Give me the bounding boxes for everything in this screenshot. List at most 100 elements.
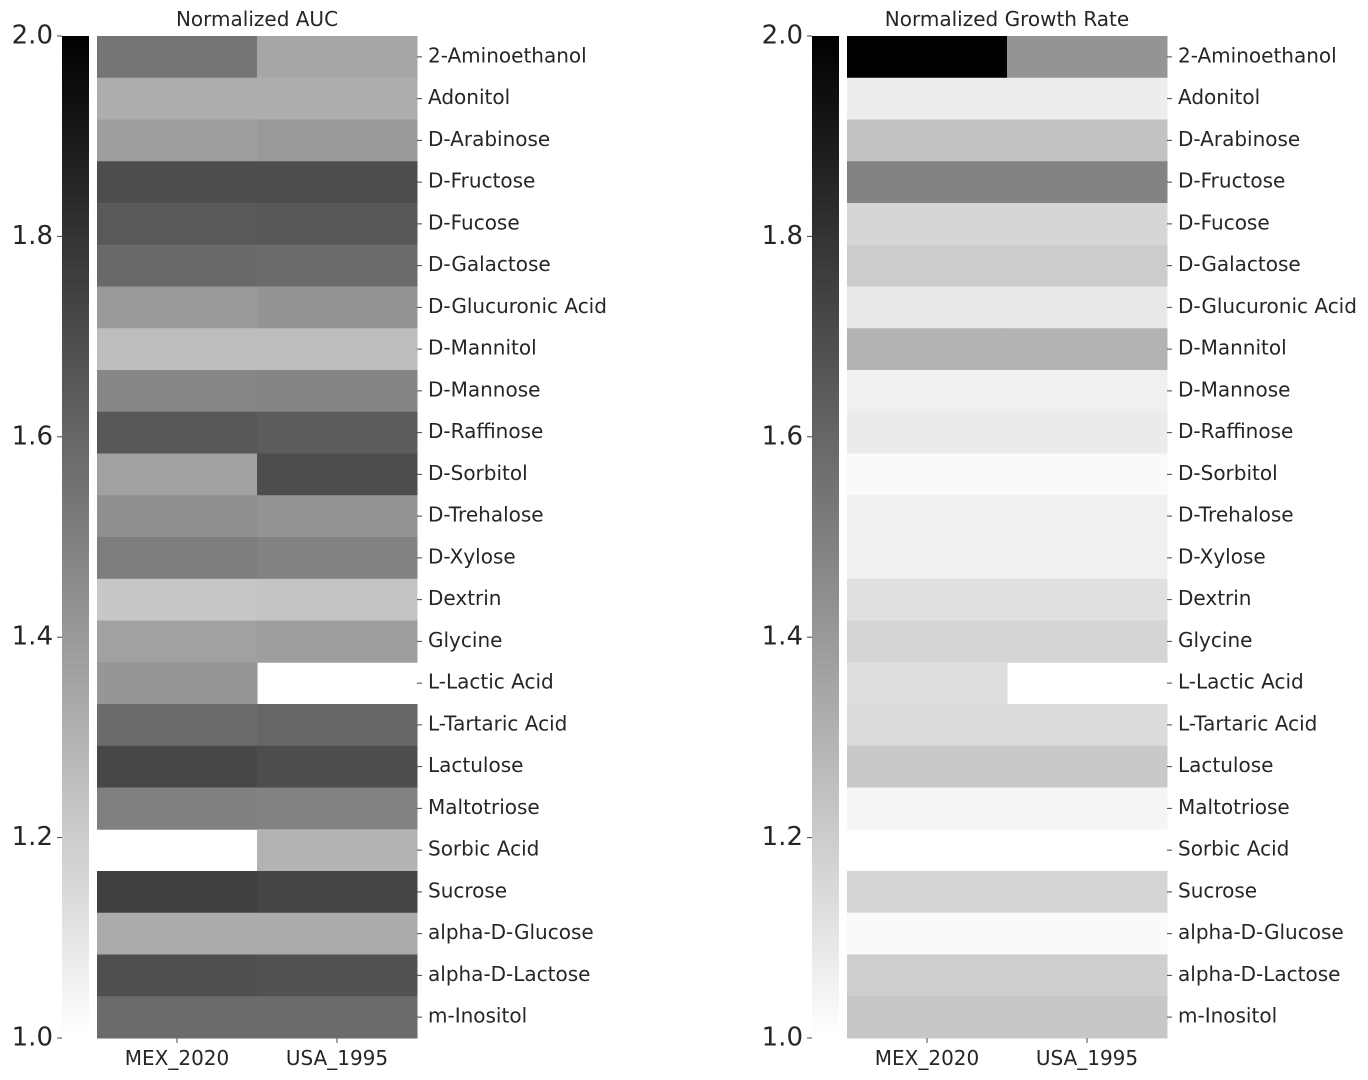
heatmap-cell bbox=[1007, 286, 1168, 329]
row-label: Maltotriose bbox=[1178, 795, 1290, 819]
heatmap-cell bbox=[257, 370, 418, 413]
heatmap-cell bbox=[847, 912, 1008, 955]
heatmap-cell bbox=[847, 787, 1008, 830]
heatmap-cell bbox=[97, 36, 258, 79]
heatmap-cell bbox=[847, 203, 1008, 246]
auc-heatmap-panel: Normalized AUC 2.0 1.8 1.6 1.4 1.2 1.0 2-Amin… bbox=[12, 7, 607, 1070]
growth-rate-heatmap-panel: Normalized Growth Rate 2.0 1.8 1.6 1.4 1.2 1.… bbox=[762, 7, 1357, 1070]
colorbar-tick-label: 2.0 bbox=[762, 21, 803, 51]
heatmap-cell bbox=[1007, 787, 1168, 830]
heatmap-cell bbox=[97, 578, 258, 621]
heatmap-cell bbox=[847, 411, 1008, 454]
row-label: 2-Aminoethanol bbox=[428, 43, 587, 67]
row-label: D-Mannitol bbox=[1178, 336, 1287, 360]
heatmap-cell bbox=[257, 537, 418, 580]
colorbar-tick-label: 1.6 bbox=[762, 421, 803, 451]
row-label: Sucrose bbox=[428, 878, 507, 902]
heatmap-cell bbox=[257, 36, 418, 79]
row-label: alpha-D-Lactose bbox=[428, 962, 590, 986]
heatmap-cell bbox=[257, 578, 418, 621]
row-label: D-Fructose bbox=[428, 169, 535, 193]
row-label: D-Sorbitol bbox=[428, 461, 528, 485]
colorbar-tick-label: 1.6 bbox=[12, 421, 53, 451]
heatmap-cell bbox=[257, 745, 418, 788]
heatmap-cell bbox=[847, 495, 1008, 538]
row-label: L-Lactic Acid bbox=[1178, 670, 1304, 694]
row-label: D-Xylose bbox=[428, 544, 516, 568]
heatmap-cell bbox=[847, 662, 1008, 705]
heatmap-cell bbox=[257, 954, 418, 997]
colorbar-tick-label: 2.0 bbox=[12, 21, 53, 51]
growth-rate-column-labels: MEX_2020 USA_1995 bbox=[875, 1038, 1138, 1070]
auc-column-labels: MEX_2020 USA_1995 bbox=[125, 1038, 388, 1070]
column-label: USA_1995 bbox=[286, 1046, 388, 1070]
colorbar-tick-label: 1.2 bbox=[762, 822, 803, 852]
row-label: D-Galactose bbox=[428, 252, 551, 276]
colorbar-tick-label: 1.0 bbox=[762, 1023, 803, 1053]
growth-rate-heatmap-cells bbox=[847, 36, 1168, 1039]
heatmap-cell bbox=[1007, 370, 1168, 413]
heatmap-cell bbox=[97, 203, 258, 246]
row-label: Adonitol bbox=[1178, 85, 1260, 109]
heatmap-cell bbox=[257, 453, 418, 496]
heatmap-cell bbox=[97, 871, 258, 914]
row-label: Sucrose bbox=[1178, 878, 1257, 902]
row-label: D-Mannose bbox=[1178, 377, 1290, 401]
heatmap-cell bbox=[1007, 954, 1168, 997]
row-label: m-Inositol bbox=[428, 1004, 527, 1028]
heatmap-cell bbox=[1007, 704, 1168, 747]
row-label: D-Sorbitol bbox=[1178, 461, 1278, 485]
row-label: Lactulose bbox=[428, 753, 523, 777]
colorbar-tick-label: 1.4 bbox=[12, 622, 53, 652]
heatmap-cell bbox=[97, 537, 258, 580]
heatmap-cell bbox=[1007, 77, 1168, 120]
heatmap-cell bbox=[847, 537, 1008, 580]
heatmap-cell bbox=[97, 745, 258, 788]
row-label: L-Tartaric Acid bbox=[1178, 711, 1317, 735]
heatmap-cell bbox=[1007, 453, 1168, 496]
heatmap-cell bbox=[257, 495, 418, 538]
heatmap-cell bbox=[1007, 871, 1168, 914]
heatmap-cell bbox=[257, 77, 418, 120]
heatmap-cell bbox=[97, 244, 258, 287]
row-label: D-Raffinose bbox=[428, 419, 543, 443]
row-label: D-Fucose bbox=[1178, 210, 1270, 234]
column-label: MEX_2020 bbox=[125, 1046, 230, 1070]
row-label: D-Mannose bbox=[428, 377, 540, 401]
heatmap-cell bbox=[257, 161, 418, 204]
heatmap-cell bbox=[97, 954, 258, 997]
heatmap-cell bbox=[847, 244, 1008, 287]
heatmap-cell bbox=[1007, 996, 1168, 1039]
heatmap-cell bbox=[257, 871, 418, 914]
heatmap-cell bbox=[847, 36, 1008, 79]
heatmap-cell bbox=[97, 328, 258, 371]
heatmap-cell bbox=[847, 954, 1008, 997]
colorbar-tick-label: 1.2 bbox=[12, 822, 53, 852]
heatmap-cell bbox=[97, 286, 258, 329]
heatmap-cell bbox=[1007, 620, 1168, 663]
heatmap-cell bbox=[97, 77, 258, 120]
auc-colorbar-ticks: 2.0 1.8 1.6 1.4 1.2 1.0 bbox=[12, 21, 62, 1053]
heatmap-cell bbox=[97, 662, 258, 705]
heatmap-cell bbox=[257, 244, 418, 287]
auc-row-labels: 2-Aminoethanol Adonitol D-Arabinose D-Fruct… bbox=[417, 43, 607, 1028]
heatmap-cell bbox=[847, 328, 1008, 371]
heatmap-cell bbox=[847, 370, 1008, 413]
colorbar-tick-label: 1.8 bbox=[762, 221, 803, 251]
row-label: Maltotriose bbox=[428, 795, 540, 819]
heatmap-cell bbox=[847, 578, 1008, 621]
heatmap-cell bbox=[847, 745, 1008, 788]
column-label: MEX_2020 bbox=[875, 1046, 980, 1070]
heatmap-cell bbox=[257, 119, 418, 162]
heatmap-cell bbox=[1007, 328, 1168, 371]
row-label: D-Fructose bbox=[1178, 169, 1285, 193]
heatmap-cell bbox=[1007, 244, 1168, 287]
row-label: D-Raffinose bbox=[1178, 419, 1293, 443]
heatmap-cell bbox=[1007, 912, 1168, 955]
heatmap-cell bbox=[97, 704, 258, 747]
row-label: Glycine bbox=[428, 628, 502, 652]
auc-heatmap-title: Normalized AUC bbox=[176, 7, 338, 31]
row-label: D-Xylose bbox=[1178, 544, 1266, 568]
colorbar-tick-label: 1.4 bbox=[762, 622, 803, 652]
row-label: m-Inositol bbox=[1178, 1004, 1277, 1028]
